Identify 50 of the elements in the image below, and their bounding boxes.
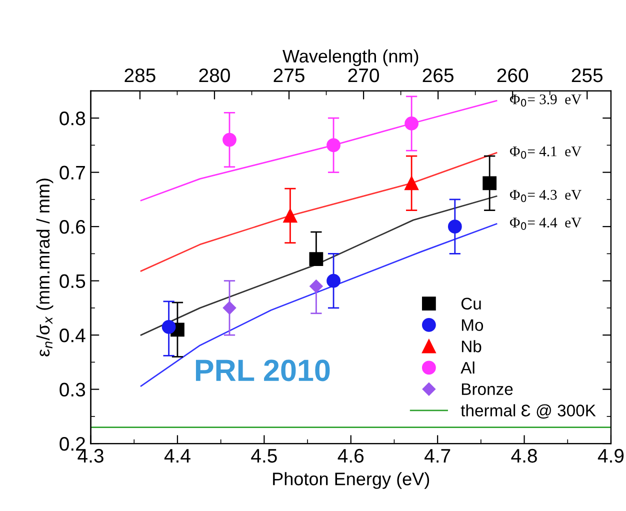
y-axis-title: ε$_{n}$/σ$_{x}$ (mm.mrad / mm) [36, 178, 54, 356]
x-tick-label: 4.5 [251, 449, 277, 463]
point [326, 138, 340, 152]
x-tick-label: 4.7 [424, 449, 450, 462]
point [310, 280, 323, 293]
point [326, 274, 340, 288]
y-tick-label: 0.8 [60, 112, 86, 126]
y-tick-label: 0.2 [60, 437, 85, 451]
point [404, 176, 419, 190]
x2-tick-label: 280 [199, 68, 230, 82]
point [222, 301, 236, 315]
point [283, 208, 298, 223]
x2-tick-label: 275 [274, 68, 304, 82]
x-tick-label: 4.3 [78, 448, 104, 463]
line-series [140, 196, 498, 336]
point [482, 176, 497, 190]
x-tick-label: 4.4 [164, 449, 190, 462]
y-tick-label: 0.4 [60, 328, 86, 342]
x2-tick-label: 260 [497, 68, 528, 82]
x-axis-title: Photon Energy (eV) [273, 472, 430, 489]
x2-axis-title: Wavelength (nm) [282, 49, 418, 66]
x2-tick-label: 285 [124, 68, 156, 82]
y-tick-label: 0.7 [60, 166, 85, 180]
x-tick-label: 4.9 [598, 448, 624, 463]
point [162, 320, 176, 334]
y-tick-label: 0.5 [60, 274, 86, 288]
legend-label: Mo [462, 319, 484, 331]
x2-tick-label: 270 [348, 68, 380, 82]
y-tick-label: 0.6 [60, 220, 86, 234]
point [448, 220, 462, 234]
point [222, 132, 236, 147]
x2-tick-label: 255 [572, 68, 603, 82]
legend-label: thermal Ɛ @ 300K [460, 404, 596, 419]
point [309, 252, 324, 266]
line-series [140, 152, 498, 272]
legend-label: Nb [462, 340, 482, 352]
annotation: PRL 2010 [196, 360, 330, 382]
series-label: Φ$_{0}$= 4.1 eV [510, 146, 582, 159]
legend-label: Cu [461, 298, 481, 310]
x2-tick-label: 265 [422, 68, 454, 82]
series-label: Φ$_{0}$= 4.3 eV [510, 190, 582, 202]
series-label: Φ$_{0}$= 3.9 eV [510, 94, 582, 107]
line-series [140, 100, 498, 202]
x-tick-label: 4.6 [338, 448, 364, 463]
legend-label: Bronze [462, 383, 513, 396]
x-tick-label: 4.8 [511, 448, 537, 463]
series-label: Φ$_{0}$= 4.4 eV [510, 218, 582, 230]
point [404, 116, 419, 130]
legend-label: Al [460, 361, 474, 374]
y-tick-label: 0.3 [60, 382, 86, 397]
